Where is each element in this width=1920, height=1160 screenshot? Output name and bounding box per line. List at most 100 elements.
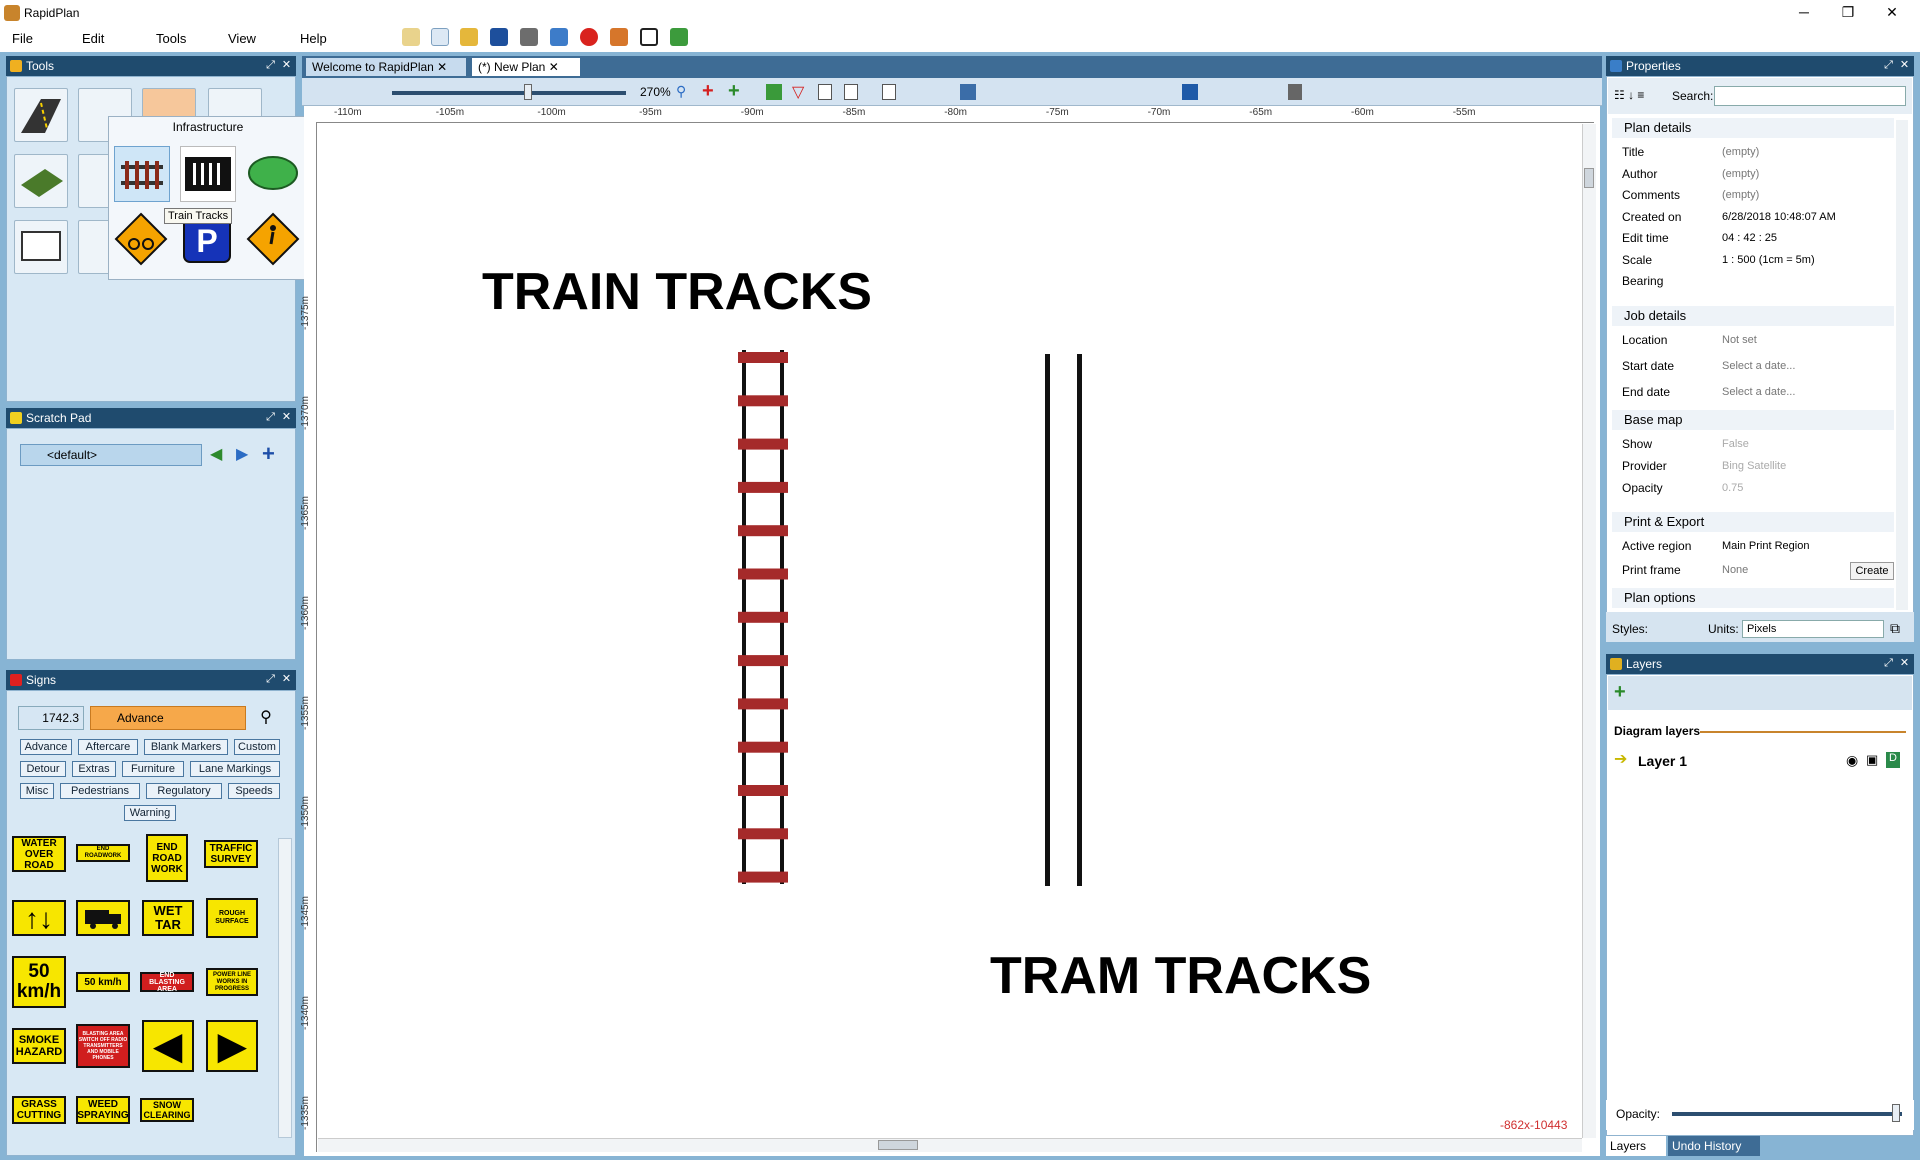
sort-icon[interactable]: ☷ ↓ ≡ <box>1614 88 1644 102</box>
properties-search-input[interactable] <box>1714 86 1906 106</box>
vertical-scrollbar[interactable] <box>1582 124 1596 1138</box>
filter-furniture[interactable]: Furniture <box>122 761 184 777</box>
tram-tracks-label[interactable]: TRAM TRACKS <box>990 946 1371 1006</box>
train-tracks-label[interactable]: TRAIN TRACKS <box>482 262 872 322</box>
zoom-icon[interactable]: ⚲ <box>676 83 692 99</box>
horizontal-scrollbar[interactable] <box>318 1138 1582 1152</box>
back-arrow-icon[interactable]: ◀ <box>210 446 228 464</box>
funnel-icon[interactable]: ▽ <box>792 82 808 98</box>
pin-icon[interactable]: ⤢ <box>264 673 277 686</box>
property-value[interactable]: 04 : 42 : 25 <box>1722 228 1892 248</box>
layer-1[interactable]: Layer 1 <box>1638 753 1687 769</box>
arrows-updown-icon[interactable]: ↑↓ <box>12 900 66 936</box>
create-button[interactable]: Create <box>1850 562 1894 580</box>
menu-edit[interactable]: Edit <box>82 31 104 46</box>
add-layer-icon[interactable]: + <box>1614 682 1634 702</box>
filter-regulatory[interactable]: Regulatory <box>146 783 222 799</box>
group-icon[interactable] <box>960 84 976 100</box>
popout-icon[interactable]: ⧉ <box>1890 620 1906 636</box>
pin-icon[interactable]: ⤢ <box>264 59 277 72</box>
crosshair-icon[interactable]: + <box>702 80 718 100</box>
menu-view[interactable]: View <box>228 31 256 46</box>
image-icon[interactable] <box>766 84 782 100</box>
menu-tools[interactable]: Tools <box>156 31 186 46</box>
close-panel-icon[interactable]: ✕ <box>1898 657 1911 670</box>
new-document-icon[interactable] <box>431 28 449 46</box>
page-icon[interactable] <box>882 84 896 100</box>
road-tool-button[interactable] <box>14 88 68 142</box>
sign-snow-clearing[interactable]: SNOW CLEARING <box>140 1098 194 1122</box>
close-window-button[interactable]: ✕ <box>1870 0 1914 26</box>
property-value[interactable]: Bing Satellite <box>1722 456 1892 476</box>
close-panel-icon[interactable]: ✕ <box>280 673 293 686</box>
scratch-pad-selector[interactable]: <default> <box>20 444 202 466</box>
open-folder-icon[interactable] <box>460 28 478 46</box>
restore-button[interactable]: ❐ <box>1826 0 1870 26</box>
sign-weed-spraying[interactable]: WEED SPRAYING <box>76 1096 130 1124</box>
sign-water-over-road[interactable]: WATER OVER ROAD <box>12 836 66 872</box>
pin-icon[interactable]: ⤢ <box>1882 657 1895 670</box>
section-print-export[interactable]: Print & Export <box>1612 512 1894 532</box>
list-icon[interactable] <box>818 84 832 100</box>
filter-extras[interactable]: Extras <box>72 761 116 777</box>
minimize-button[interactable]: ─ <box>1782 0 1826 26</box>
area-tool-button[interactable] <box>14 154 68 208</box>
sign-blasting-area[interactable]: BLASTING AREA SWITCH OFF RADIO TRANSMITT… <box>76 1024 130 1068</box>
property-value[interactable]: 0.75 <box>1722 478 1892 498</box>
menu-file[interactable]: File <box>12 31 33 46</box>
filter-blank-markers[interactable]: Blank Markers <box>144 739 228 755</box>
layers-tab[interactable]: Layers <box>1606 1136 1666 1156</box>
close-panel-icon[interactable]: ✕ <box>1898 59 1911 72</box>
measure-icon[interactable]: + <box>728 80 744 100</box>
clipboard-icon[interactable] <box>1288 84 1302 100</box>
section-job-details[interactable]: Job details <box>1612 306 1894 326</box>
island-item[interactable] <box>246 146 302 202</box>
undo-history-tab[interactable]: Undo History <box>1668 1136 1760 1156</box>
menu-help[interactable]: Help <box>300 31 327 46</box>
filter-advance[interactable]: Advance <box>20 739 72 755</box>
filter-detour[interactable]: Detour <box>20 761 66 777</box>
zoom-slider[interactable] <box>392 91 626 95</box>
train-tracks-item[interactable] <box>114 146 170 202</box>
lock-icon[interactable]: ▣ <box>1866 752 1878 768</box>
shape-tool-button[interactable] <box>14 220 68 274</box>
vertical-scrollbar-thumb[interactable] <box>1584 168 1594 188</box>
checkbox-icon[interactable] <box>640 28 658 46</box>
tools-icon[interactable] <box>610 28 628 46</box>
property-value[interactable]: False <box>1722 434 1892 454</box>
arrow-right-icon[interactable]: ▶ <box>206 1020 258 1072</box>
sign-rough-surface[interactable]: ROUGH SURFACE <box>206 898 258 938</box>
property-value[interactable]: 6/28/2018 10:48:07 AM <box>1722 207 1892 227</box>
exit-icon[interactable] <box>670 28 688 46</box>
sign-wet-tar[interactable]: WET TAR <box>142 900 194 936</box>
tab-welcome[interactable]: Welcome to RapidPlan ✕ <box>306 58 466 76</box>
pin-icon[interactable]: ⤢ <box>1882 59 1895 72</box>
binoculars-icon[interactable]: ⚲ <box>254 706 278 730</box>
layer-data-icon[interactable]: D <box>1886 752 1900 768</box>
filter-lane-markings[interactable]: Lane Markings <box>190 761 280 777</box>
forward-arrow-icon[interactable]: ▶ <box>236 446 254 464</box>
property-value[interactable]: (empty) <box>1722 185 1892 205</box>
arrow-left-icon[interactable]: ◀ <box>142 1020 194 1072</box>
eye-icon[interactable]: ◉ <box>1846 752 1858 769</box>
sign-traffic-survey[interactable]: TRAFFIC SURVEY <box>204 840 258 868</box>
export-icon[interactable] <box>550 28 568 46</box>
property-value[interactable]: (empty) <box>1722 164 1892 184</box>
bicycle-sign-item[interactable] <box>114 212 170 268</box>
zoom-slider-thumb[interactable] <box>524 84 532 100</box>
train-tracks-drawing[interactable] <box>738 350 794 884</box>
sign-speed-50-small[interactable]: 50 km/h <box>76 972 130 992</box>
property-value[interactable]: Main Print Region <box>1722 536 1892 556</box>
tram-tracks-item[interactable] <box>180 146 236 202</box>
property-value[interactable]: Select a date... <box>1722 356 1892 376</box>
new-plan-icon[interactable] <box>402 28 420 46</box>
undo-icon[interactable] <box>1182 84 1198 100</box>
filter-speeds[interactable]: Speeds <box>228 783 280 799</box>
section-plan-details[interactable]: Plan details <box>1612 118 1894 138</box>
filter-aftercare[interactable]: Aftercare <box>78 739 138 755</box>
property-value[interactable]: 1 : 500 (1cm = 5m) <box>1722 250 1892 270</box>
filter-pedestrians[interactable]: Pedestrians <box>60 783 140 799</box>
units-dropdown[interactable]: Pixels <box>1742 620 1884 638</box>
section-base-map[interactable]: Base map <box>1612 410 1894 430</box>
property-value[interactable]: Not set <box>1722 330 1892 350</box>
